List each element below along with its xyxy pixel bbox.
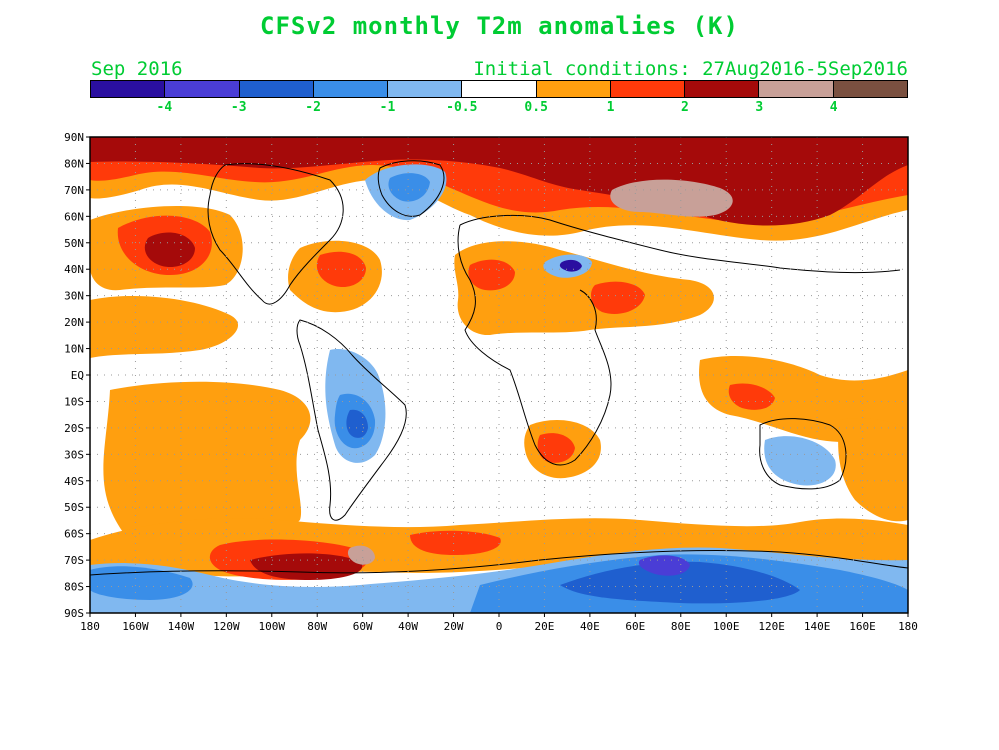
tropical-pacific-warm xyxy=(90,295,239,358)
lat-label: EQ xyxy=(71,369,84,382)
coastlines xyxy=(90,160,908,576)
colorbar xyxy=(90,80,908,98)
colorbar-label: 1 xyxy=(606,100,615,115)
lat-label: 70S xyxy=(64,554,84,567)
chart-title: CFSv2 monthly T2m anomalies (K) xyxy=(260,12,739,40)
lon-label: 60E xyxy=(625,620,645,633)
lon-label: 40W xyxy=(398,620,418,633)
colorbar-segment xyxy=(165,81,240,97)
europe-africa-warm xyxy=(454,241,714,336)
lat-label: 50N xyxy=(64,237,84,250)
colorbar-segment xyxy=(239,81,314,97)
colorbar-segment xyxy=(388,81,463,97)
dotted-grid xyxy=(90,137,908,613)
lon-label: 180 xyxy=(898,620,918,633)
longitude-axis: 180 160W 140W 120W 100W 80W 60W 40W 20W 0 20E 40E 60… xyxy=(80,613,918,633)
colorbar-segment xyxy=(91,81,166,97)
lat-label: 10S xyxy=(64,395,84,408)
colorbar-label: -4 xyxy=(156,100,173,115)
australia-cold xyxy=(764,436,836,486)
colorbar-segment xyxy=(313,81,389,97)
colorbar-label: -2 xyxy=(305,100,321,115)
lat-label: 50S xyxy=(64,501,84,514)
lat-label: 80N xyxy=(64,157,84,170)
colorbar-segment xyxy=(610,81,686,97)
colorbar-label: 4 xyxy=(829,100,838,115)
lat-label: 20N xyxy=(64,316,84,329)
lon-label: 80W xyxy=(307,620,327,633)
lat-label: 40S xyxy=(64,475,84,488)
lon-label: 160W xyxy=(122,620,149,633)
initial-conditions-label: Initial conditions: 27Aug2016-5Sep2016 xyxy=(473,58,908,80)
lat-label: 30S xyxy=(64,448,84,461)
lon-label: 100E xyxy=(713,620,740,633)
colorbar-label: -3 xyxy=(230,100,247,115)
lon-label: 20W xyxy=(444,620,464,633)
lon-label: 180 xyxy=(80,620,100,633)
lon-label: 20E xyxy=(535,620,555,633)
lat-label: 30N xyxy=(64,290,84,303)
colorbar-label: 3 xyxy=(755,100,764,115)
lon-label: 60W xyxy=(353,620,373,633)
lat-label: 40N xyxy=(64,263,84,276)
lat-label: 70N xyxy=(64,184,84,197)
colorbar-label: 0.5 xyxy=(524,100,548,115)
lat-label: 60N xyxy=(64,210,84,223)
lat-label: 20S xyxy=(64,422,84,435)
colorbar-segment xyxy=(759,81,834,97)
colorbar-label: -1 xyxy=(379,100,396,115)
colorbar-label: -0.5 xyxy=(446,100,478,115)
siberia-extreme xyxy=(610,179,733,217)
lat-label: 90N xyxy=(64,131,84,144)
lon-label: 100W xyxy=(259,620,286,633)
lon-label: 140W xyxy=(168,620,195,633)
lon-label: 120E xyxy=(758,620,785,633)
lon-label: 160E xyxy=(849,620,876,633)
colorbar-segment xyxy=(536,81,611,97)
colorbar-label: 2 xyxy=(680,100,689,115)
colorbar-labels: -4 -3 -2 -1 -0.5 0.5 1 2 3 4 xyxy=(90,100,908,118)
latitude-axis: 90N 80N 70N 60N 50N 40N 30N 20N 10N EQ 10S 20S 30S 40… xyxy=(64,131,90,620)
colorbar-segment xyxy=(685,81,760,97)
lon-label: 120W xyxy=(213,620,240,633)
colorbar-segment xyxy=(833,81,907,97)
valid-month-label: Sep 2016 xyxy=(91,58,183,80)
lon-label: 140E xyxy=(804,620,831,633)
lat-label: 80S xyxy=(64,581,84,594)
lon-label: 0 xyxy=(496,620,503,633)
lat-label: 60S xyxy=(64,528,84,541)
lat-label: 10N xyxy=(64,343,84,356)
lat-label: 90S xyxy=(64,607,84,620)
colorbar-segment xyxy=(462,81,537,97)
lon-label: 40E xyxy=(580,620,600,633)
lon-label: 80E xyxy=(671,620,691,633)
